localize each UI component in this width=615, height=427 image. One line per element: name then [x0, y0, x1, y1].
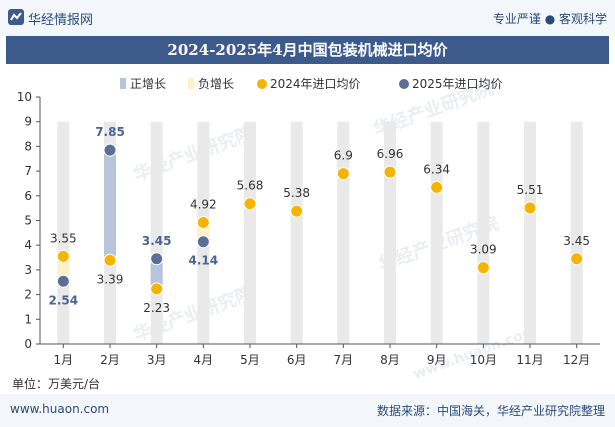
legend-label-2025: 2025年进口均价: [412, 77, 503, 91]
point-2024: [196, 215, 210, 229]
x-tick-label: 9月: [427, 353, 447, 367]
point-2024: [103, 253, 117, 267]
point-2024: [430, 180, 444, 194]
legend-swatch-negative: [188, 78, 194, 89]
legend-swatch-positive: [120, 78, 126, 89]
unit-label: 单位：万美元/台: [12, 377, 101, 391]
y-tick-label: 3: [24, 263, 32, 277]
y-tick-label: 10: [17, 90, 32, 104]
data-label-2025: 2.54: [49, 293, 79, 307]
legend-label-2024: 2024年进口均价: [270, 77, 361, 91]
data-label-2025: 4.14: [189, 254, 219, 268]
legend-marker-2025: [399, 79, 409, 89]
data-label-2024: 3.45: [563, 234, 590, 248]
point-2024: [56, 249, 70, 263]
positive-change-bar: [104, 150, 116, 261]
legend-marker-2024: [257, 79, 267, 89]
negative-change-bar: [57, 256, 70, 282]
point-2025: [150, 252, 164, 266]
footer-source: 数据来源：中国海关，华经产业研究院整理: [376, 404, 605, 418]
x-tick-label: 6月: [287, 353, 307, 367]
data-label-2024: 2.23: [143, 301, 170, 315]
x-tick-label: 10月: [470, 353, 497, 367]
data-label-2024: 3.55: [50, 231, 77, 245]
point-2024: [523, 201, 537, 215]
x-tick-label: 3月: [147, 353, 167, 367]
column-background: [477, 121, 490, 344]
y-tick-label: 1: [24, 312, 32, 326]
tagline: 专业严谨 ● 客观科学: [492, 12, 607, 26]
point-2024: [290, 204, 304, 218]
x-tick-label: 8月: [380, 353, 400, 367]
x-tick-label: 5月: [240, 353, 260, 367]
data-label-2025: 3.45: [142, 234, 172, 248]
column-background: [430, 121, 443, 344]
huajing-logo-icon: [8, 9, 24, 25]
x-tick-label: 7月: [334, 353, 354, 367]
data-label-2024: 6.9: [334, 149, 353, 163]
footer: www.huaon.com 数据来源：中国海关，华经产业研究院整理: [0, 394, 615, 427]
point-2024: [476, 261, 490, 275]
data-label-2024: 3.39: [97, 272, 124, 286]
data-label-2024: 3.09: [470, 243, 497, 257]
brand-name: 华经情报网: [28, 13, 94, 28]
data-label-2024: 5.51: [517, 183, 544, 197]
top-bar: 华经情报网 专业严谨 ● 客观科学: [0, 0, 615, 36]
y-tick-label: 8: [24, 139, 32, 153]
data-label-2025: 7.85: [95, 125, 125, 139]
positive-change-bar: [150, 258, 163, 289]
legend-label-negative: 负增长: [198, 77, 234, 91]
point-2024: [570, 252, 584, 266]
y-tick-label: 6: [24, 189, 32, 203]
y-tick-label: 9: [24, 115, 32, 129]
column-background: [290, 121, 303, 344]
footer-website: www.huaon.com: [10, 402, 110, 416]
x-tick-label: 1月: [54, 353, 74, 367]
chart-title: 2024-2025年4月中国包装机械进口均价: [6, 36, 609, 64]
y-tick-label: 5: [24, 214, 32, 228]
data-label-2024: 4.92: [190, 197, 217, 211]
column-background: [244, 121, 256, 344]
point-2025: [103, 143, 117, 157]
data-label-2024: 5.38: [283, 186, 310, 200]
column-background: [57, 121, 70, 344]
data-label-2024: 6.96: [377, 147, 404, 161]
column-background: [524, 121, 536, 344]
column-background: [570, 121, 583, 344]
x-tick-label: 12月: [563, 353, 590, 367]
legend-label-positive: 正增长: [130, 77, 166, 91]
data-label-2024: 6.34: [423, 162, 450, 176]
y-tick-label: 0: [24, 337, 32, 351]
x-tick-label: 11月: [516, 353, 543, 367]
y-tick-label: 7: [24, 164, 32, 178]
x-tick-label: 4月: [194, 353, 214, 367]
y-tick-label: 4: [24, 238, 32, 252]
point-2024: [383, 165, 397, 179]
point-2024: [243, 197, 257, 211]
x-tick-label: 2月: [100, 353, 120, 367]
point-2025: [56, 274, 70, 288]
point-2024: [150, 282, 164, 296]
y-tick-label: 2: [24, 288, 32, 302]
point-2024: [336, 167, 350, 181]
point-2025: [196, 235, 210, 249]
data-label-2024: 5.68: [237, 179, 264, 193]
